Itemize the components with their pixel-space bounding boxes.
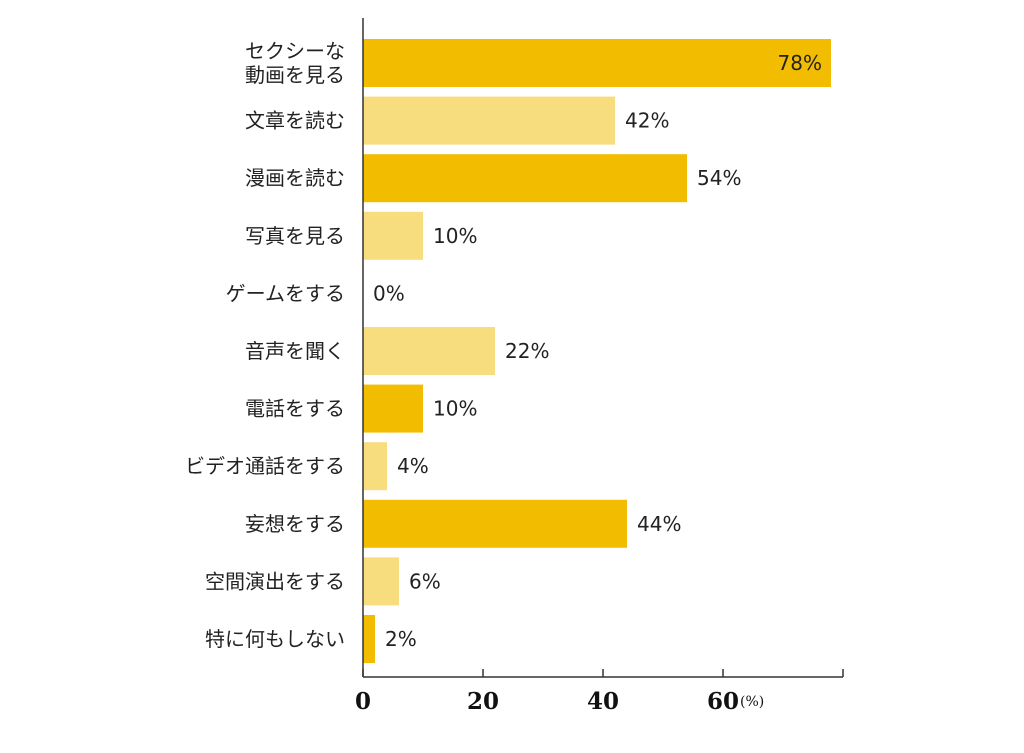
value-label-5: 22% [505,339,549,363]
category-label-10: 特に何もしない [205,627,345,651]
x-unit-label: (%) [740,694,764,710]
bar-10 [363,615,375,663]
value-label-1: 42% [625,109,669,133]
value-label-10: 2% [385,627,417,651]
bar-6 [363,384,423,433]
bar-7 [363,442,387,491]
bar-3 [363,211,423,260]
value-label-9: 6% [409,569,441,593]
value-label-4: 0% [373,281,405,305]
labels-group: 78% セクシーな動画を見る 42% 文章を読む 54% 漫画を読む 10% 写真を見る 0% ゲ… [185,39,822,715]
value-label-6: 10% [433,397,477,421]
category-label-7: ビデオ通話をする [185,454,345,478]
bar-9 [363,557,399,606]
bar-2 [363,154,687,203]
x-tick-label-3: 60 [707,688,739,715]
category-label-1: 文章を読む [245,109,345,133]
x-tick-label-0: 0 [355,688,371,715]
category-label-5: 音声を聞く [245,339,345,363]
category-label-2: 漫画を読む [245,166,345,190]
x-tick-label-2: 40 [587,688,619,715]
bar-8 [363,499,627,548]
bar-0 [363,39,831,87]
bar-1 [363,96,615,145]
category-label-6: 電話をする [245,397,345,421]
axes-group [362,18,844,678]
category-label-8: 妄想をする [245,512,345,536]
bar-5 [363,327,495,375]
value-label-7: 4% [397,454,429,478]
category-label-9: 空間演出をする [205,569,345,593]
value-label-0: 78% [778,51,822,75]
value-label-2: 54% [697,166,741,190]
bars-group [363,39,831,663]
x-tick-label-1: 20 [467,688,499,715]
category-label-0: セクシーな動画を見る [245,39,345,87]
category-label-4: ゲームをする [226,281,345,305]
value-label-3: 10% [433,224,477,248]
category-label-3: 写真を見る [245,224,345,248]
value-label-8: 44% [637,512,681,536]
